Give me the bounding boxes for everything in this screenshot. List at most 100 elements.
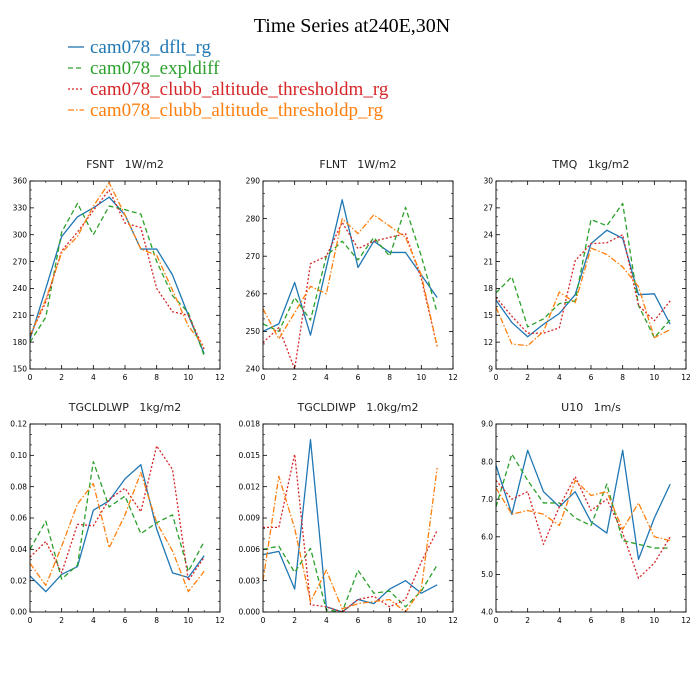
- y-tick-label: 0.06: [10, 514, 27, 523]
- x-tick-label: 10: [184, 373, 194, 382]
- y-tick-label: 280: [246, 214, 261, 223]
- series-line-cam078_dflt_rg: [496, 229, 671, 338]
- x-tick-label: 0: [494, 373, 499, 382]
- y-tick-label: 30: [483, 177, 493, 186]
- y-tick-label: 15: [483, 311, 493, 320]
- x-tick-label: 6: [356, 616, 361, 625]
- x-tick-label: 12: [681, 616, 691, 625]
- x-tick-label: 8: [154, 373, 159, 382]
- y-tick-label: 0.04: [10, 545, 27, 554]
- y-tick-label: 0.00: [10, 608, 27, 617]
- series-line-cam078_dflt_rg: [30, 196, 205, 355]
- x-tick-label: 10: [650, 373, 660, 382]
- y-tick-label: 4.0: [481, 608, 493, 617]
- y-tick-label: 180: [13, 338, 28, 347]
- series-line-cam078_clubb_altitude_thresholdp_rg: [496, 479, 671, 542]
- plot-frame: [262, 180, 454, 370]
- y-tick-label: 0.12: [10, 420, 27, 429]
- x-tick-label: 0: [261, 373, 266, 382]
- x-tick-label: 10: [184, 616, 194, 625]
- x-tick-label: 2: [525, 616, 530, 625]
- x-tick-label: 6: [123, 616, 128, 625]
- legend-label-cam078_expldiff: cam078_expldiff: [90, 58, 220, 79]
- y-tick-label: 0.018: [239, 420, 261, 429]
- x-tick-label: 8: [620, 616, 625, 625]
- panel-title: FLNT 1W/m2: [319, 158, 396, 171]
- x-tick-label: 6: [589, 616, 594, 625]
- x-tick-label: 0: [28, 616, 33, 625]
- series-line-cam078_dflt_rg: [30, 464, 205, 593]
- y-tick-label: 21: [483, 257, 493, 266]
- figure-title: Time Series at240E,30N: [254, 15, 450, 37]
- series-line-cam078_clubb_altitude_thresholdp_rg: [496, 247, 671, 347]
- panel-title: TGCLDLWP 1kg/m2: [68, 401, 181, 414]
- y-tick-label: 240: [13, 284, 28, 293]
- x-tick-label: 4: [91, 373, 96, 382]
- x-tick-label: 8: [387, 616, 392, 625]
- x-tick-label: 12: [448, 616, 458, 625]
- x-tick-label: 4: [91, 616, 96, 625]
- series-line-cam078_expldiff: [30, 460, 205, 580]
- y-tick-label: 0.009: [239, 514, 261, 523]
- series-line-cam078_expldiff: [263, 545, 438, 612]
- x-tick-label: 4: [324, 373, 329, 382]
- legend: cam078_dflt_rgcam078_expldiffcam078_club…: [68, 37, 389, 121]
- series-line-cam078_clubb_altitude_thresholdm_rg: [263, 221, 438, 369]
- y-tick-label: 360: [13, 177, 28, 186]
- legend-label-cam078_clubb_altitude_thresholdm_rg: cam078_clubb_altitude_thresholdm_rg: [90, 79, 389, 100]
- y-tick-label: 6.0: [481, 533, 493, 542]
- x-tick-label: 2: [292, 616, 297, 625]
- panel-title: TGCLDIWP 1.0kg/m2: [296, 401, 418, 414]
- series-line-cam078_clubb_altitude_thresholdp_rg: [30, 182, 205, 348]
- x-tick-label: 12: [448, 373, 458, 382]
- y-tick-label: 0.02: [10, 576, 27, 585]
- x-tick-label: 4: [557, 373, 562, 382]
- legend-label-cam078_clubb_altitude_thresholdp_rg: cam078_clubb_altitude_thresholdp_rg: [90, 100, 384, 121]
- x-tick-label: 8: [620, 373, 625, 382]
- series-line-cam078_expldiff: [263, 206, 438, 333]
- y-tick-label: 8.0: [481, 457, 493, 466]
- x-tick-label: 10: [417, 616, 427, 625]
- x-tick-label: 8: [387, 373, 392, 382]
- y-tick-label: 250: [246, 327, 261, 336]
- panel-title: U10 1m/s: [561, 401, 621, 414]
- y-tick-label: 9: [488, 365, 493, 374]
- x-tick-label: 12: [215, 373, 225, 382]
- chart-panel-3: TGCLDLWP 1kg/m2 0 2 4 6 8 10 12 0.00 0.02 0.04 0.06…: [10, 401, 225, 625]
- series-line-cam078_clubb_altitude_thresholdm_rg: [30, 445, 205, 582]
- x-tick-label: 4: [557, 616, 562, 625]
- y-tick-label: 5.0: [481, 570, 493, 579]
- series-line-cam078_expldiff: [496, 202, 671, 339]
- series-line-cam078_clubb_altitude_thresholdp_rg: [30, 471, 205, 593]
- y-tick-label: 24: [483, 230, 493, 239]
- series-line-cam078_clubb_altitude_thresholdm_rg: [496, 234, 671, 334]
- x-tick-label: 2: [292, 373, 297, 382]
- y-tick-label: 0.006: [239, 545, 261, 554]
- y-tick-label: 210: [13, 311, 28, 320]
- y-tick-label: 0.003: [239, 576, 261, 585]
- x-tick-label: 0: [261, 616, 266, 625]
- x-tick-label: 6: [356, 373, 361, 382]
- y-tick-label: 270: [13, 257, 28, 266]
- y-tick-label: 0.08: [10, 482, 27, 491]
- x-tick-label: 12: [215, 616, 225, 625]
- y-tick-label: 300: [13, 230, 28, 239]
- x-tick-label: 10: [650, 616, 660, 625]
- chart-panel-0: FSNT 1W/m2 0 2 4 6 8 10 12 150 180 210 240 270 300 330…: [13, 158, 225, 382]
- chart-panels: FSNT 1W/m20 2 4 6 8 10 12150180210240270300330…: [10, 158, 691, 625]
- x-tick-label: 6: [123, 373, 128, 382]
- x-tick-label: 10: [417, 373, 427, 382]
- plot-frame: [495, 180, 687, 370]
- x-tick-label: 4: [324, 616, 329, 625]
- series-line-cam078_dflt_rg: [263, 199, 438, 336]
- series-line-cam078_clubb_altitude_thresholdm_rg: [263, 453, 438, 612]
- y-tick-label: 0.10: [10, 451, 27, 460]
- x-tick-label: 0: [494, 616, 499, 625]
- y-tick-label: 0.012: [239, 482, 261, 491]
- y-tick-label: 330: [13, 204, 28, 213]
- x-tick-label: 2: [525, 373, 530, 382]
- series-line-cam078_expldiff: [30, 202, 205, 356]
- y-tick-label: 7.0: [481, 495, 493, 504]
